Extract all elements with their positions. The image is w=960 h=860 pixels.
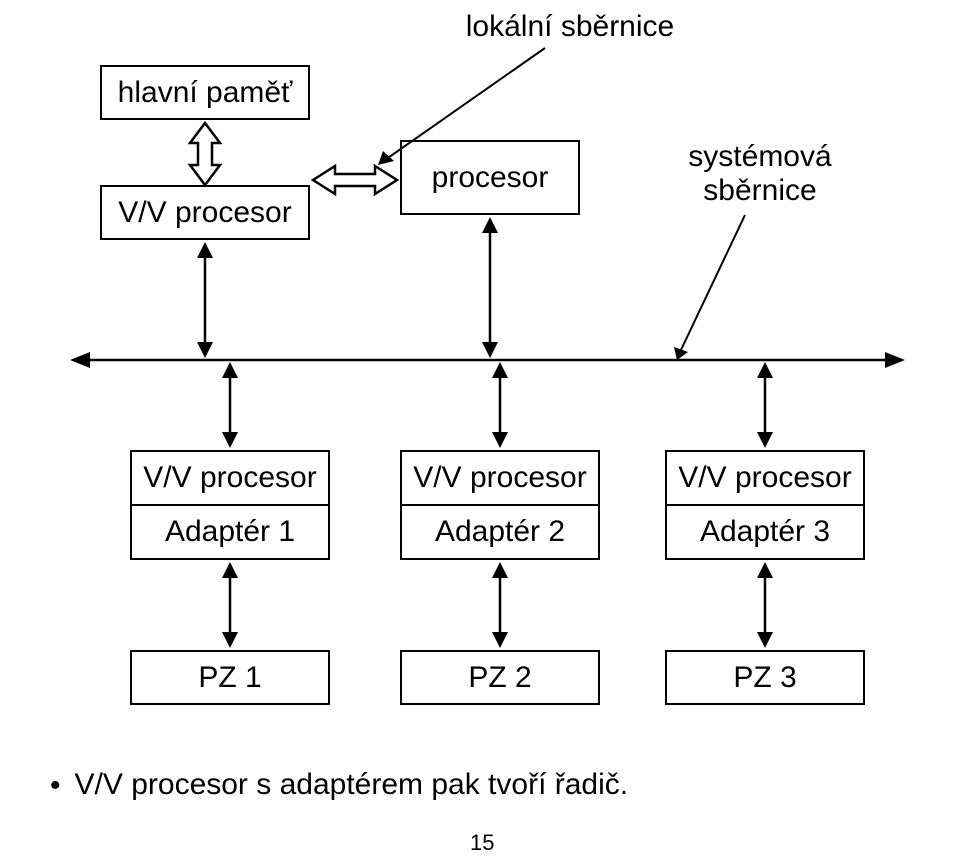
text-vv3: V/V procesor (667, 452, 863, 506)
arrow-vv-to-procesor (313, 166, 397, 194)
diagram-stage: { "labels": { "lokalni_sbernice": "lokál… (0, 0, 960, 860)
node-pz2: PZ 2 (400, 650, 600, 705)
node-stack-1: V/V procesor Adaptér 1 (130, 450, 330, 560)
text-procesor: procesor (432, 161, 549, 195)
bullet-dot-icon: • (50, 768, 61, 804)
text-pz1: PZ 1 (198, 661, 261, 695)
arrow-stack2-to-pz2 (492, 562, 508, 648)
node-pz1: PZ 1 (130, 650, 330, 705)
text-vv1: V/V procesor (132, 452, 328, 506)
text-ad1: Adaptér 1 (132, 506, 328, 558)
arrow-systemova-label (674, 215, 745, 360)
arrow-vvtop-to-bus (197, 242, 213, 358)
label-lokalni-sbernice: lokální sběrnice (440, 10, 700, 44)
footer-text: V/V procesor s adaptérem pak tvoří řadič… (75, 768, 629, 802)
arrow-stack1-to-pz1 (222, 562, 238, 648)
text-vv-top: V/V procesor (118, 196, 291, 230)
arrow-bus-to-stack3 (757, 362, 773, 448)
node-procesor: procesor (400, 140, 580, 215)
text-hlavni-pamet: hlavní paměť (118, 76, 293, 110)
text-pz3: PZ 3 (733, 661, 796, 695)
node-stack-2: V/V procesor Adaptér 2 (400, 450, 600, 560)
connectors-svg (0, 0, 960, 860)
arrow-hlavni-to-vv (190, 123, 220, 185)
text-systemova-l1: systémová (688, 140, 831, 173)
arrow-procesor-to-bus (482, 217, 498, 358)
text-ad2: Adaptér 2 (402, 506, 598, 558)
text-ad3: Adaptér 3 (667, 506, 863, 558)
text-vv2: V/V procesor (402, 452, 598, 506)
text-pz2: PZ 2 (468, 661, 531, 695)
node-stack-3: V/V procesor Adaptér 3 (665, 450, 865, 560)
arrow-bus-to-stack1 (222, 362, 238, 448)
node-hlavni-pamet: hlavní paměť (100, 65, 310, 120)
system-bus-line (70, 352, 905, 368)
arrow-bus-to-stack2 (492, 362, 508, 448)
label-systemova-sbernice: systémová sběrnice (660, 140, 860, 208)
text-systemova-l2: sběrnice (703, 174, 816, 207)
footer-bullet: • V/V procesor s adaptérem pak tvoří řad… (50, 768, 628, 804)
arrow-stack3-to-pz3 (757, 562, 773, 648)
page-number: 15 (470, 830, 494, 856)
node-vv-procesor-top: V/V procesor (100, 185, 310, 240)
node-pz3: PZ 3 (665, 650, 865, 705)
